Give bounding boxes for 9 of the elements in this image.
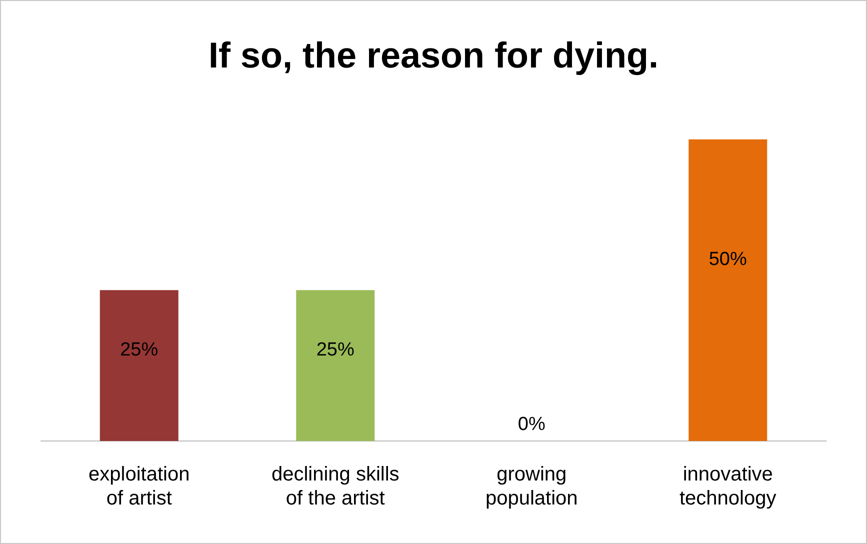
data-label: 50% bbox=[708, 249, 747, 270]
x-tick-label: declining skills of the artist bbox=[271, 464, 400, 510]
data-label: 25% bbox=[120, 340, 158, 361]
chart-title: If so, the reason for dying. bbox=[208, 34, 659, 76]
x-tick-label: growing population bbox=[485, 464, 578, 510]
x-tick-label: innovative technology bbox=[680, 464, 776, 510]
x-tick-label: exploitation of artist bbox=[88, 464, 190, 510]
data-label: 25% bbox=[316, 340, 354, 361]
data-label: 0% bbox=[518, 414, 546, 436]
